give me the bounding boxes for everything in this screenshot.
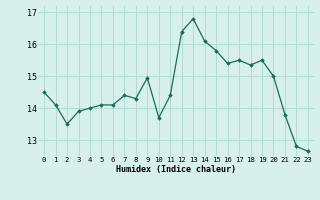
X-axis label: Humidex (Indice chaleur): Humidex (Indice chaleur) (116, 165, 236, 174)
